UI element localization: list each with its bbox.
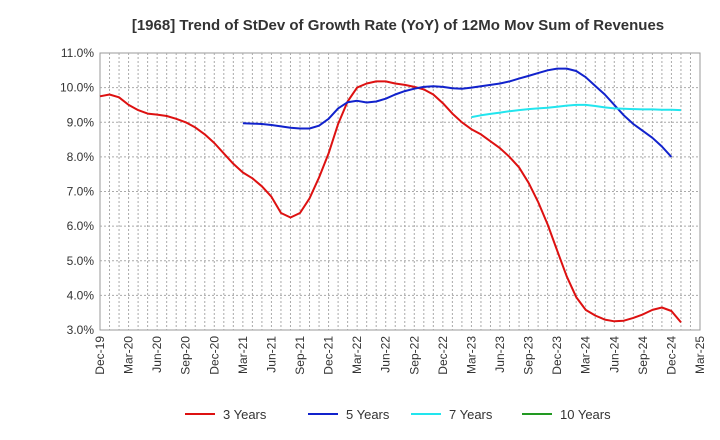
y-axis-ticks: 3.0% 4.0% 5.0% 6.0% 7.0% 8.0% 9.0% 10.0% 11.0% <box>60 46 94 337</box>
x-tick-label: Jun-21 <box>264 336 278 373</box>
y-tick-label: 11.0% <box>61 46 94 60</box>
x-tick-label: Mar-23 <box>464 336 478 374</box>
x-tick-label: Jun-22 <box>379 336 393 373</box>
x-tick-label: Dec-21 <box>322 336 336 375</box>
x-tick-label: Mar-20 <box>122 336 136 374</box>
x-tick-label: Sep-22 <box>407 336 421 375</box>
x-tick-label: Mar-24 <box>579 336 593 374</box>
x-tick-label: Dec-24 <box>664 336 678 375</box>
x-tick-label: Sep-23 <box>522 336 536 375</box>
legend: 3 Years 5 Years 7 Years 10 Years <box>185 407 611 422</box>
x-tick-label: Jun-20 <box>150 336 164 373</box>
legend-label-7-years: 7 Years <box>449 407 493 422</box>
legend-label-5-years: 5 Years <box>346 407 390 422</box>
x-tick-label: Sep-20 <box>179 336 193 375</box>
series-line-5-years <box>242 67 673 158</box>
y-tick-label: 8.0% <box>67 150 95 164</box>
y-tick-label: 7.0% <box>67 185 95 199</box>
x-tick-label: Sep-21 <box>293 336 307 375</box>
series-line-3-years <box>99 80 682 324</box>
x-tick-label: Jun-23 <box>493 336 507 373</box>
series-line-7-years <box>471 103 682 119</box>
x-tick-label: Dec-22 <box>436 336 450 375</box>
y-tick-label: 3.0% <box>67 323 95 337</box>
grid-lines <box>100 53 700 330</box>
x-axis-ticks: Dec-19 Mar-20 Jun-20 Sep-20 Dec-20 Mar-21 Jun-… <box>93 336 707 375</box>
y-tick-label: 6.0% <box>67 219 95 233</box>
x-tick-label: Sep-24 <box>636 336 650 375</box>
legend-label-10-years: 10 Years <box>560 407 611 422</box>
y-tick-label: 9.0% <box>67 115 95 129</box>
x-tick-label: Mar-22 <box>350 336 364 374</box>
x-tick-label: Mar-21 <box>236 336 250 374</box>
x-tick-label: Jun-24 <box>607 336 621 373</box>
x-tick-label: Mar-25 <box>693 336 707 374</box>
chart-title: [1968] Trend of StDev of Growth Rate (Yo… <box>132 17 664 34</box>
x-tick-label: Dec-19 <box>93 336 107 375</box>
x-tick-label: Dec-20 <box>207 336 221 375</box>
x-tick-label: Dec-23 <box>550 336 564 375</box>
series-lines <box>99 67 682 324</box>
y-tick-label: 4.0% <box>67 288 95 302</box>
legend-label-3-years: 3 Years <box>223 407 267 422</box>
y-tick-label: 5.0% <box>67 254 95 268</box>
y-tick-label: 10.0% <box>60 81 94 95</box>
